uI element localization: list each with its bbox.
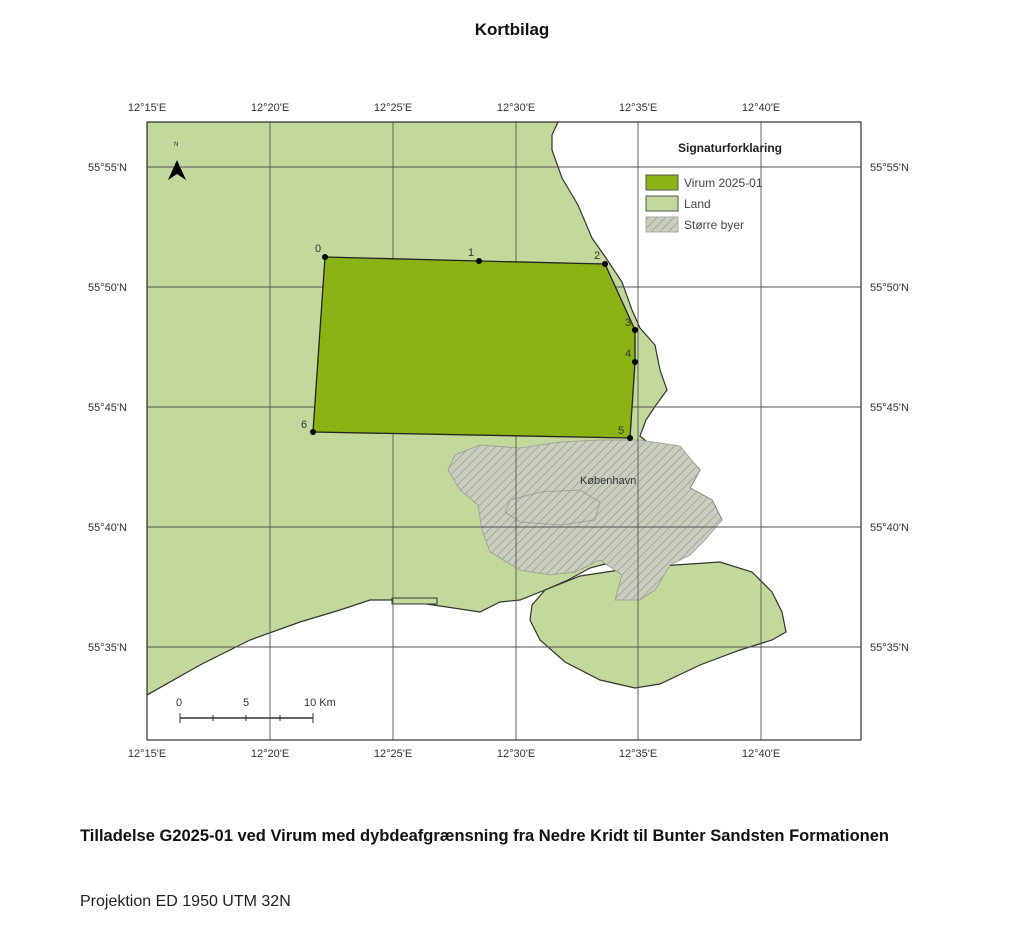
legend-title: Signaturforklaring: [678, 141, 782, 155]
vertex-0: [322, 254, 328, 260]
vertex-label: 2: [594, 250, 600, 262]
svg-text:12°20'E: 12°20'E: [251, 102, 289, 114]
svg-text:55°35'N: 55°35'N: [870, 642, 909, 654]
vertex-3: [632, 327, 638, 333]
cities-area: [447, 439, 723, 601]
svg-text:55°50'N: 55°50'N: [88, 282, 127, 294]
north-arrow-icon: N: [168, 142, 186, 180]
svg-text:12°30'E: 12°30'E: [497, 748, 535, 760]
vertex-label: 5: [618, 425, 624, 437]
svg-text:10 Km: 10 Km: [304, 697, 336, 709]
svg-text:55°45'N: 55°45'N: [870, 402, 909, 414]
svg-text:55°50'N: 55°50'N: [870, 282, 909, 294]
city-label: København: [580, 475, 636, 487]
svg-text:5: 5: [243, 697, 249, 709]
svg-text:12°25'E: 12°25'E: [374, 748, 412, 760]
svg-text:12°40'E: 12°40'E: [742, 748, 780, 760]
lon-labels: 12°15'E 12°20'E 12°25'E 12°30'E 12°35'E 12°…: [128, 102, 780, 760]
vertex-6: [310, 429, 316, 435]
projection-note: Projektion ED 1950 UTM 32N: [80, 893, 291, 910]
legend: Signaturforklaring Virum 2025-01 Land St…: [645, 141, 782, 233]
svg-text:55°55'N: 55°55'N: [870, 162, 909, 174]
vertex-label: 4: [625, 348, 631, 360]
svg-text:12°35'E: 12°35'E: [619, 102, 657, 114]
vertex-label: 1: [468, 247, 474, 259]
legend-swatch-cities: [645, 216, 679, 233]
svg-text:55°40'N: 55°40'N: [88, 522, 127, 534]
vertex-4: [632, 359, 638, 365]
lat-labels: 55°55'N55°50'N 55°45'N55°40'N 55°35'N 55…: [88, 162, 909, 654]
svg-text:12°15'E: 12°15'E: [128, 102, 166, 114]
vertex-labels: 0 1 2 3 4 5 6: [301, 243, 631, 437]
legend-label: Land: [684, 197, 711, 211]
legend-swatch-license: [645, 174, 679, 191]
svg-text:12°25'E: 12°25'E: [374, 102, 412, 114]
license-area-virum[interactable]: [312, 256, 636, 439]
caption: Tilladelse G2025-01 ved Virum med dybdea…: [80, 827, 889, 845]
vertex-label: 3: [625, 317, 631, 329]
vertex-5: [627, 435, 633, 441]
svg-text:12°40'E: 12°40'E: [742, 102, 780, 114]
svg-text:55°40'N: 55°40'N: [870, 522, 909, 534]
map-frame: [146, 121, 862, 741]
svg-text:12°35'E: 12°35'E: [619, 748, 657, 760]
svg-text:12°20'E: 12°20'E: [251, 748, 289, 760]
vertex-1: [476, 258, 482, 264]
svg-text:55°35'N: 55°35'N: [88, 642, 127, 654]
svg-text:12°30'E: 12°30'E: [497, 102, 535, 114]
vertex-label: 6: [301, 419, 307, 431]
scale-bar: 0 5 10 Km: [176, 697, 336, 723]
svg-text:55°45'N: 55°45'N: [88, 402, 127, 414]
legend-swatch-land: [645, 195, 679, 212]
harbour: [391, 597, 438, 605]
vertex-2: [602, 261, 608, 267]
vertex-label: 0: [315, 243, 321, 255]
legend-label: Virum 2025-01: [684, 176, 763, 190]
vertices: [310, 254, 638, 441]
page-title: Kortbilag: [474, 20, 550, 39]
svg-text:0: 0: [176, 697, 182, 709]
svg-text:N: N: [174, 142, 178, 148]
legend-label: Større byer: [684, 218, 744, 232]
svg-text:55°55'N: 55°55'N: [88, 162, 127, 174]
svg-text:12°15'E: 12°15'E: [128, 748, 166, 760]
